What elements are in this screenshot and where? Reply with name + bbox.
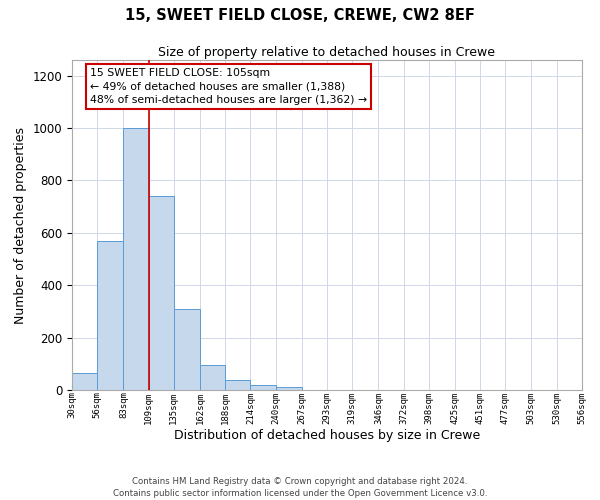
- Bar: [124, 128, 149, 390]
- Bar: [174, 309, 200, 390]
- Bar: [250, 385, 275, 390]
- Title: Size of property relative to detached houses in Crewe: Size of property relative to detached ho…: [158, 46, 496, 59]
- Bar: [225, 380, 250, 390]
- Text: Contains HM Land Registry data © Crown copyright and database right 2024.
Contai: Contains HM Land Registry data © Crown c…: [113, 476, 487, 498]
- Bar: [72, 373, 97, 390]
- X-axis label: Distribution of detached houses by size in Crewe: Distribution of detached houses by size …: [174, 429, 480, 442]
- Bar: [149, 196, 174, 390]
- Text: 15, SWEET FIELD CLOSE, CREWE, CW2 8EF: 15, SWEET FIELD CLOSE, CREWE, CW2 8EF: [125, 8, 475, 22]
- Bar: [200, 365, 225, 390]
- Bar: [275, 388, 302, 390]
- Text: 15 SWEET FIELD CLOSE: 105sqm
← 49% of detached houses are smaller (1,388)
48% of: 15 SWEET FIELD CLOSE: 105sqm ← 49% of de…: [90, 68, 367, 104]
- Bar: [97, 240, 124, 390]
- Y-axis label: Number of detached properties: Number of detached properties: [14, 126, 27, 324]
